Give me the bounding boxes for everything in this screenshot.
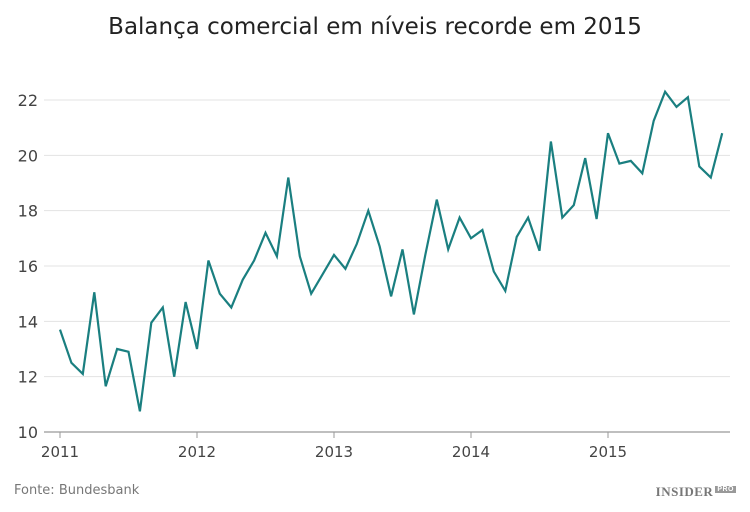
- chart-title: Balança comercial em níveis recorde em 2…: [108, 14, 642, 40]
- logo-text: INSIDER: [655, 484, 714, 499]
- y-tick-label: 18: [18, 202, 38, 221]
- logo-badge: PRO: [715, 486, 736, 493]
- y-tick-label: 20: [18, 146, 38, 165]
- y-tick-label: 10: [18, 423, 38, 442]
- series-line: [58, 89, 724, 412]
- x-tick-label: 2012: [178, 443, 216, 461]
- y-tick-label: 16: [18, 257, 38, 276]
- insider-pro-logo: INSIDER PRO: [656, 484, 736, 500]
- y-tick-label: 22: [18, 91, 38, 110]
- source-note: Fonte: Bundesbank: [14, 483, 140, 498]
- x-tick-label: 2011: [41, 443, 79, 461]
- x-tick-label: 2013: [315, 443, 353, 461]
- y-tick-label: 12: [18, 368, 38, 387]
- x-tick-label: 2014: [452, 443, 490, 461]
- y-tick-label: 14: [18, 312, 38, 331]
- x-tick-label: 2015: [589, 443, 627, 461]
